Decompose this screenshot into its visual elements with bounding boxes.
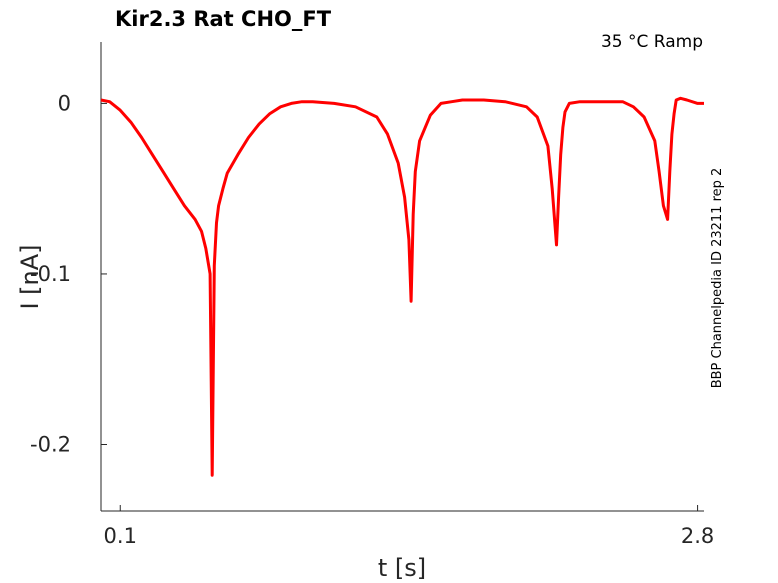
condition-label: 35 °C Ramp <box>601 32 703 52</box>
side-label: BBP Channelpedia ID 23211 rep 2 <box>710 168 725 389</box>
y-tick-label: -0.1 <box>30 262 71 286</box>
y-tick-label: 0 <box>58 91 71 115</box>
y-tick-label: -0.2 <box>30 432 71 456</box>
x-tick-label: 2.8 <box>681 524 714 548</box>
chart-title: Kir2.3 Rat CHO_FT <box>115 7 332 31</box>
tick-layer: 0.1 2.8 0 -0.1 -0.2 <box>30 91 714 548</box>
x-tick-label: 0.1 <box>104 524 137 548</box>
series-line-1 <box>100 96 704 477</box>
x-axis-label: t [s] <box>378 554 426 582</box>
y-axis-label: I [nA] <box>16 244 44 309</box>
series-layer <box>100 96 704 477</box>
plot-area <box>100 42 704 512</box>
